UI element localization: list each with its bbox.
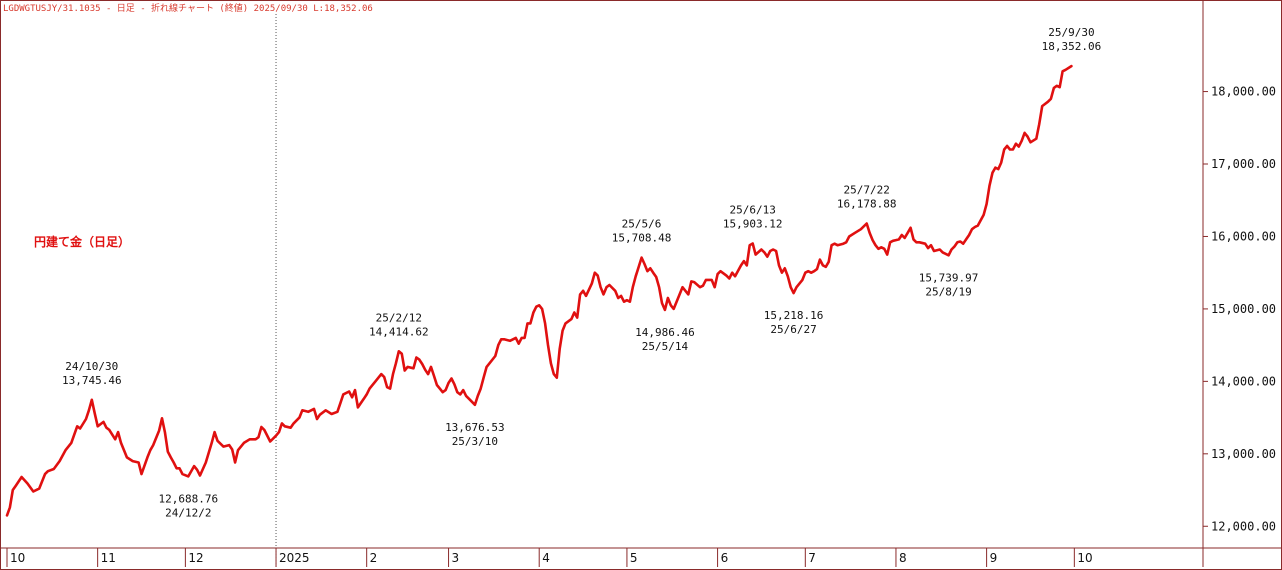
annotation-line-1: 25/5/6 [622,218,662,231]
x-tick-label: 4 [542,551,550,565]
annotation-line-1: 15,739.97 [919,271,979,284]
series-line-0 [5,64,1073,517]
x-axis: 10 11 12 2025 2 3 4 5 6 7 8 9 10 [6,548,1093,567]
x-tick-label: 2 [370,551,378,565]
annotation-line-2: 13,745.46 [62,374,122,387]
y-tick-label: 18,000.00 [1211,85,1276,99]
annotation-line-1: 14,986.46 [635,326,695,339]
annotation-line-1: 25/7/22 [844,184,890,197]
x-tick-label: 5 [630,551,638,565]
x-tick-label: 11 [101,551,116,565]
annotation-line-1: 25/9/30 [1048,26,1094,39]
series-layer [5,64,1073,517]
x-tick-label: 9 [990,551,998,565]
annotation-line-2: 14,414.62 [369,325,429,338]
annotation-line-1: 15,218.16 [764,309,824,322]
y-tick-label: 12,000.00 [1211,519,1276,533]
annotation-line-2: 25/8/19 [925,285,971,298]
x-tick-label: 2025 [279,551,310,565]
peak-annotation: 25/5/615,708.48 [612,218,672,245]
annotation-line-2: 25/6/27 [770,323,816,336]
x-tick-label: 7 [808,551,816,565]
annotation-line-2: 15,708.48 [612,232,672,245]
annotation-line-1: 12,688.76 [158,492,218,505]
annotation-line-1: 25/6/13 [729,203,775,216]
annotation-line-1: 24/10/30 [65,360,118,373]
annotation-line-1: 13,676.53 [445,421,505,434]
chart-title: 円建て金（日足） [34,234,130,249]
annotation-line-2: 25/5/14 [642,340,689,353]
x-tick-label: 3 [452,551,460,565]
annotation-line-2: 18,352.06 [1042,40,1102,53]
y-tick-label: 15,000.00 [1211,302,1276,316]
annotation-line-2: 25/3/10 [452,435,498,448]
x-tick-label: 6 [721,551,729,565]
y-tick-label: 16,000.00 [1211,229,1276,243]
annotation-line-2: 24/12/2 [165,506,211,519]
y-tick-label: 17,000.00 [1211,157,1276,171]
x-tick-label: 8 [899,551,907,565]
y-tick-label: 13,000.00 [1211,447,1276,461]
x-tick-label: 10 [10,551,25,565]
x-tick-label: 12 [188,551,203,565]
header-text: LGDWGTUSJY/31.1035 - 日足 - 折れ線チャート (終値) 2… [3,2,373,14]
x-tick-label: 10 [1077,551,1092,565]
annotation-line-2: 15,903.12 [723,217,783,230]
y-tick-label: 14,000.00 [1211,374,1276,388]
annotation-line-2: 16,178.88 [837,198,897,211]
y-axis: 12,000.00 13,000.00 14,000.00 15,000.00 16,0… [1203,85,1276,533]
annotation-line-1: 25/2/12 [376,311,422,324]
